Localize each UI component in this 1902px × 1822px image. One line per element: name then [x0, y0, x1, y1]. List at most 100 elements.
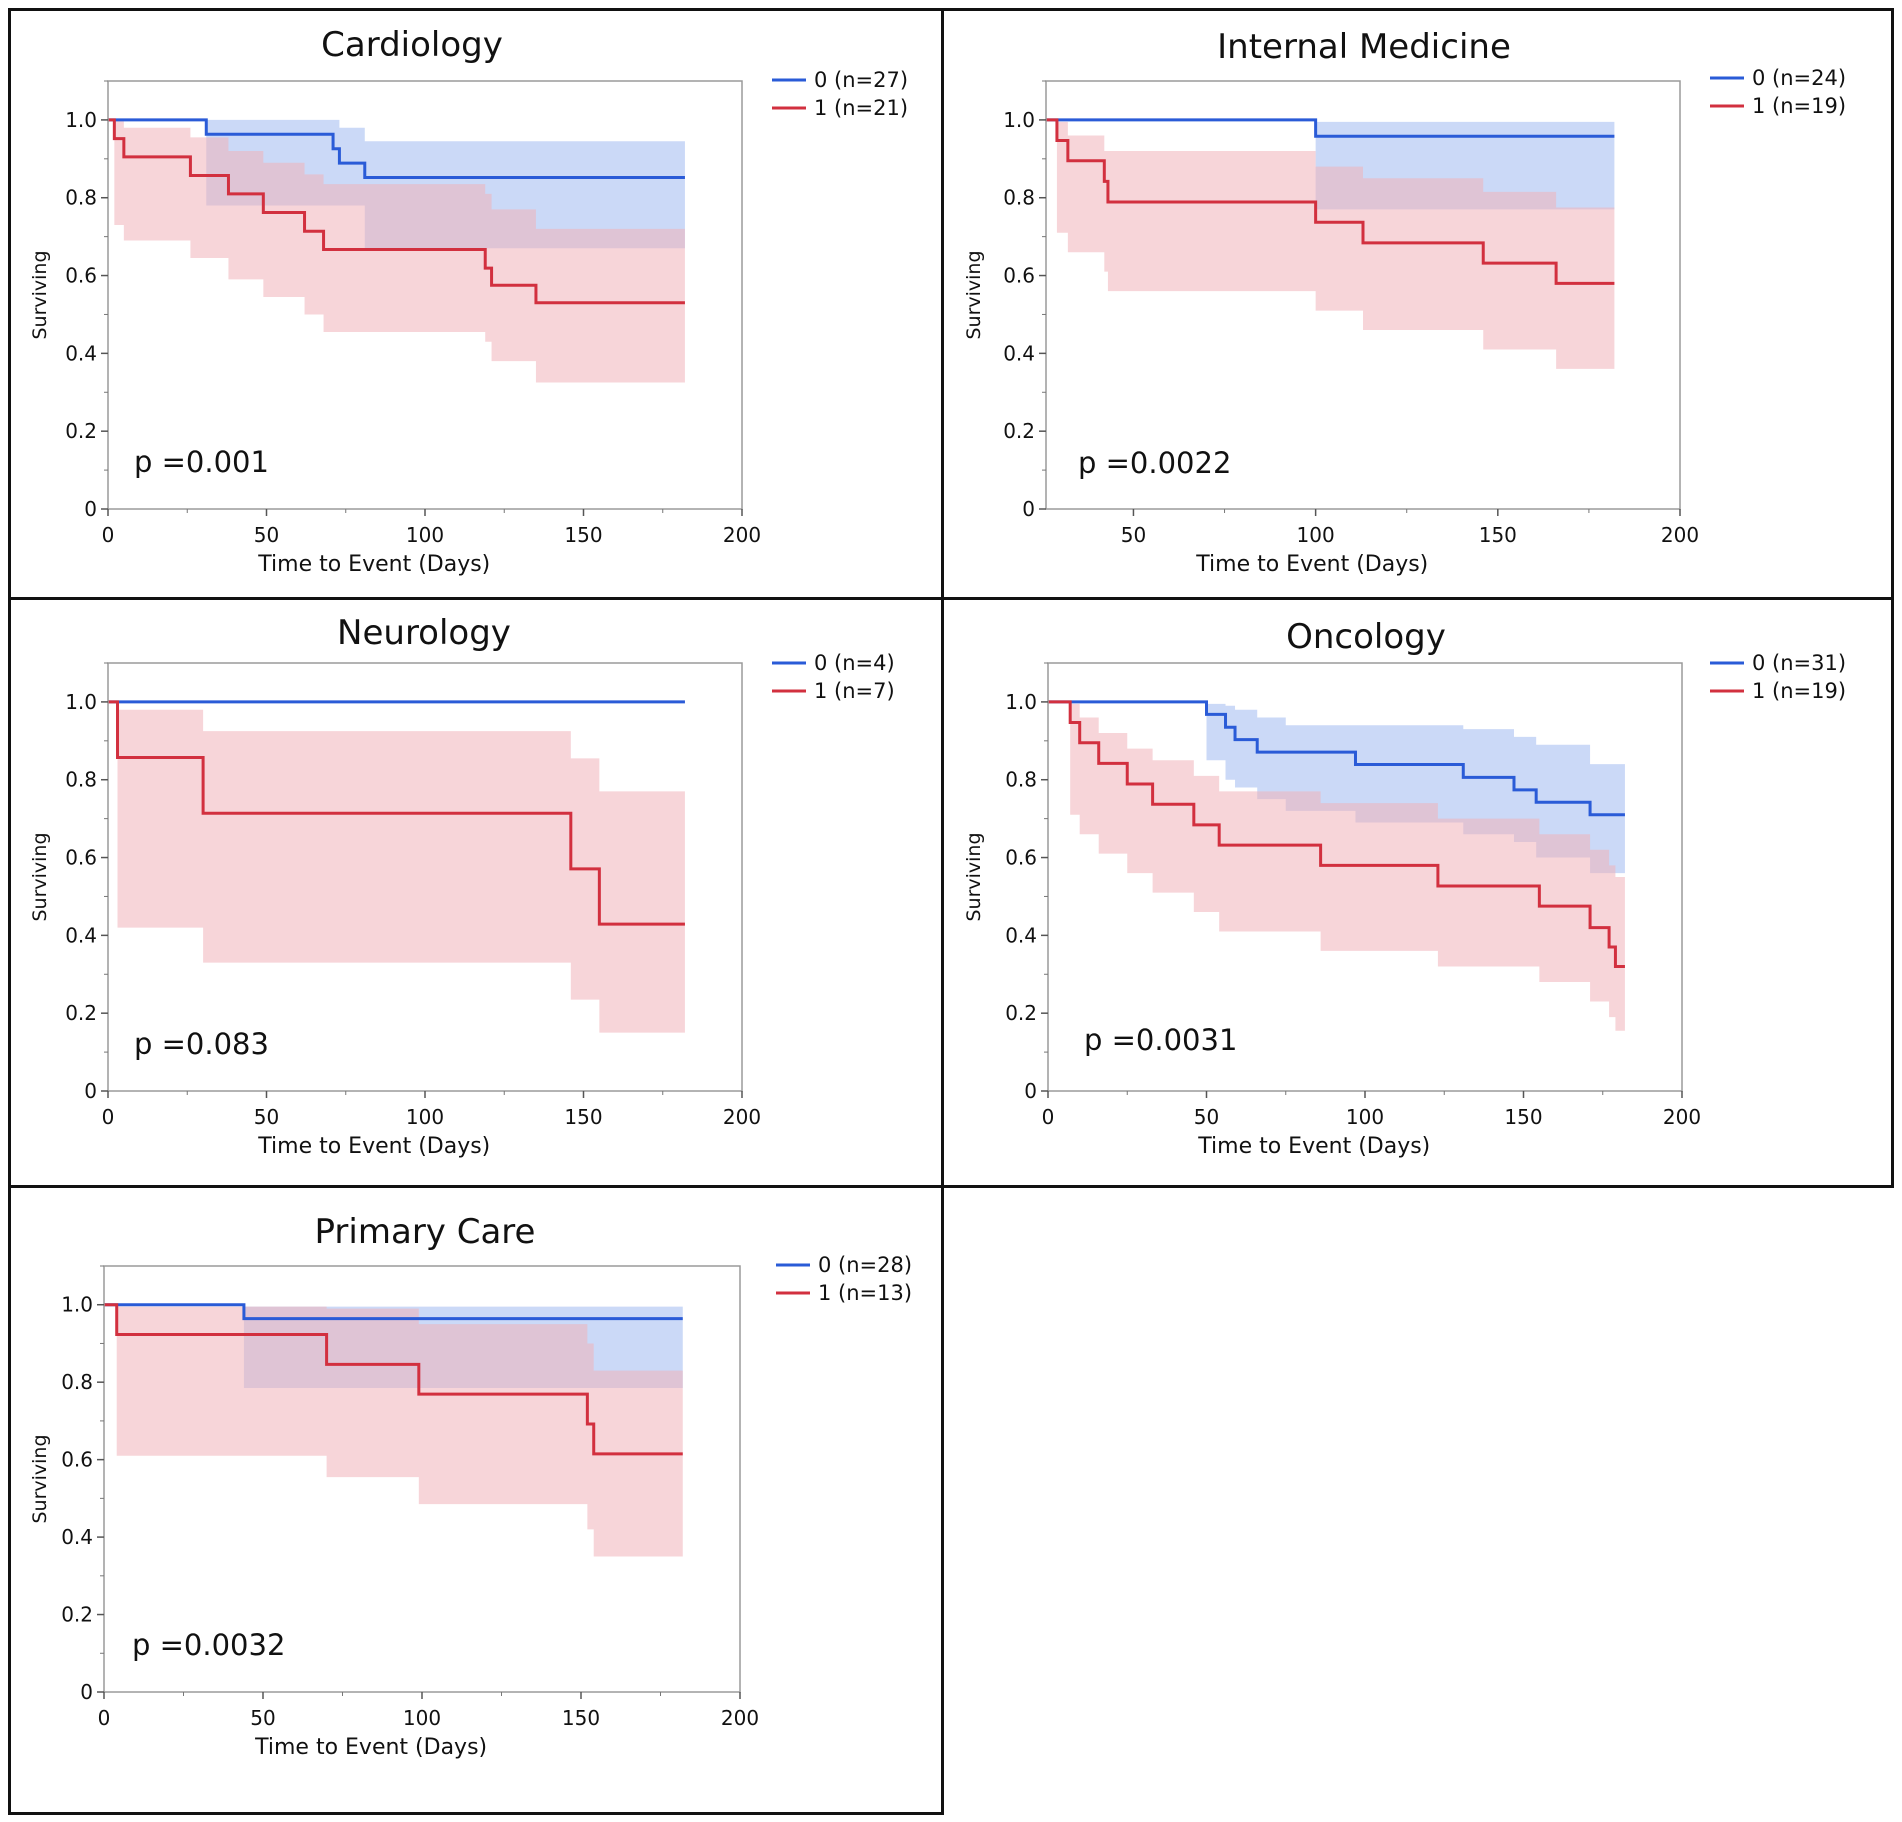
grid-border-row1 [8, 597, 1894, 600]
x-axis-label: Time to Event (Days) [254, 1735, 487, 1760]
x-tick-label: 50 [1121, 523, 1146, 547]
survival-curve-group1 [1046, 118, 1615, 285]
survival-curve-group0 [108, 118, 685, 179]
y-tick-label: 0.8 [1003, 186, 1035, 210]
x-tick-label: 100 [406, 1105, 444, 1129]
km-chart-svg: Internal Medicine 0 0.2 0.4 0.6 0.8 1.0 50 100 15… [963, 27, 1846, 577]
survival-curve-group1 [1048, 700, 1625, 968]
y-tick-label: 0.4 [61, 1525, 93, 1549]
grid-border-top [8, 8, 1894, 11]
confidence-band-group1 [104, 1304, 683, 1557]
y-axis-label: Surviving [29, 832, 51, 921]
y-tick-label: 1.0 [65, 690, 97, 714]
x-tick-label: 0 [98, 1706, 111, 1730]
y-tick-label: 1.0 [1003, 108, 1035, 132]
y-axis-label: Surviving [963, 832, 985, 921]
x-axis-label: Time to Event (Days) [257, 1134, 490, 1159]
km-chart-svg: Oncology 0 0.2 0.4 0.6 0.8 1.0 0 50 100 150 200 Time… [963, 617, 1846, 1159]
x-tick-label: 50 [1194, 1105, 1219, 1129]
y-tick-label: 0.2 [65, 419, 97, 443]
chart-panel-neurology: Neurology 0 0.2 0.4 0.6 0.8 1.0 0 50 100 150 200 Tim… [12, 601, 940, 1184]
y-tick-label: 0.8 [1005, 768, 1037, 792]
confidence-band-group1 [108, 701, 685, 1033]
y-tick-label: 0.4 [1003, 341, 1035, 365]
chart-panel-oncology: Oncology 0 0.2 0.4 0.6 0.8 1.0 0 50 100 150 200 Time… [946, 601, 1890, 1184]
survival-curve-group1 [108, 700, 685, 926]
y-axis-label: Surviving [29, 1434, 51, 1523]
y-tick-label: 0.4 [65, 341, 97, 365]
y-axis-label: Surviving [963, 250, 985, 339]
chart-panel-internal-medicine: Internal Medicine 0 0.2 0.4 0.6 0.8 1.0 50 100 15… [946, 12, 1890, 596]
x-tick-label: 200 [723, 1105, 761, 1129]
p-value-annotation: p =0.083 [134, 1027, 269, 1061]
plot-frame [1045, 80, 1681, 510]
x-tick-label: 200 [723, 523, 761, 547]
legend-label-group0: 0 (n=31) [1752, 651, 1846, 675]
x-tick-label: 50 [254, 523, 279, 547]
y-tick-label: 0 [84, 497, 97, 521]
y-tick-label: 0.8 [61, 1370, 93, 1394]
x-tick-label: 100 [403, 1706, 441, 1730]
y-tick-label: 1.0 [61, 1293, 93, 1317]
y-tick-label: 1.0 [1005, 690, 1037, 714]
p-value-annotation: p =0.0031 [1084, 1023, 1237, 1057]
x-tick-label: 100 [1297, 523, 1335, 547]
y-tick-label: 0.8 [65, 186, 97, 210]
chart-title: Neurology [337, 613, 511, 653]
y-tick-label: 0.4 [65, 923, 97, 947]
survival-curve-group1 [104, 1303, 683, 1456]
legend-label-group1: 1 (n=13) [818, 1281, 912, 1305]
km-chart-svg: Cardiology 0 0.2 0.4 0.6 0.8 1.0 0 50 100 150 200 Ti… [29, 25, 908, 577]
y-tick-label: 0.6 [65, 846, 97, 870]
y-tick-label: 0 [84, 1079, 97, 1103]
x-tick-label: 50 [250, 1706, 275, 1730]
survival-curve-group1 [108, 118, 685, 305]
x-tick-label: 150 [564, 523, 602, 547]
legend-label-group0: 0 (n=27) [814, 68, 908, 92]
survival-curve-group0 [1046, 118, 1615, 138]
x-tick-label: 100 [406, 523, 444, 547]
grid-border-bottom [8, 1812, 944, 1815]
legend-label-group0: 0 (n=4) [814, 651, 895, 675]
y-tick-label: 0.4 [1005, 923, 1037, 947]
y-tick-label: 0 [80, 1680, 93, 1704]
y-tick-label: 0.6 [1005, 846, 1037, 870]
y-tick-label: 0.6 [1003, 264, 1035, 288]
chart-panel-primary-care: Primary Care 0 0.2 0.4 0.6 0.8 1.0 0 50 100 150 200… [12, 1189, 940, 1811]
survival-curve-group0 [104, 1303, 683, 1321]
confidence-band-group1 [1046, 119, 1615, 369]
y-tick-label: 0.2 [1005, 1001, 1037, 1025]
y-tick-label: 0 [1024, 1079, 1037, 1103]
legend-label-group1: 1 (n=7) [814, 679, 895, 703]
x-tick-label: 50 [254, 1105, 279, 1129]
x-tick-label: 0 [102, 523, 115, 547]
y-axis-label: Surviving [29, 250, 51, 339]
x-tick-label: 150 [562, 1706, 600, 1730]
legend-label-group0: 0 (n=28) [818, 1253, 912, 1277]
x-tick-label: 200 [721, 1706, 759, 1730]
x-tick-label: 0 [1042, 1105, 1055, 1129]
p-value-annotation: p =0.0022 [1078, 446, 1231, 480]
km-chart-svg: Neurology 0 0.2 0.4 0.6 0.8 1.0 0 50 100 150 200 Tim… [29, 613, 895, 1159]
chart-title: Primary Care [315, 1212, 536, 1252]
grid-border-row2 [8, 1185, 1894, 1188]
x-tick-label: 200 [1663, 1105, 1701, 1129]
y-tick-label: 0.6 [61, 1448, 93, 1472]
chart-panel-cardiology: Cardiology 0 0.2 0.4 0.6 0.8 1.0 0 50 100 150 200 Ti… [12, 12, 940, 596]
x-axis-label: Time to Event (Days) [1195, 552, 1428, 577]
x-tick-label: 100 [1346, 1105, 1384, 1129]
confidence-band-group1 [108, 119, 685, 383]
x-tick-label: 200 [1661, 523, 1699, 547]
chart-title: Cardiology [321, 25, 503, 65]
legend-label-group1: 1 (n=19) [1752, 679, 1846, 703]
x-tick-label: 150 [1479, 523, 1517, 547]
y-tick-label: 0.8 [65, 768, 97, 792]
km-chart-svg: Primary Care 0 0.2 0.4 0.6 0.8 1.0 0 50 100 150 200… [29, 1212, 912, 1760]
y-tick-label: 0.2 [61, 1603, 93, 1627]
grid-border-mid-vertical [941, 8, 944, 1814]
y-tick-label: 1.0 [65, 108, 97, 132]
y-tick-label: 0.2 [65, 1001, 97, 1025]
chart-title: Oncology [1286, 617, 1446, 657]
legend-label-group1: 1 (n=19) [1752, 94, 1846, 118]
grid-border-left [8, 8, 11, 1814]
